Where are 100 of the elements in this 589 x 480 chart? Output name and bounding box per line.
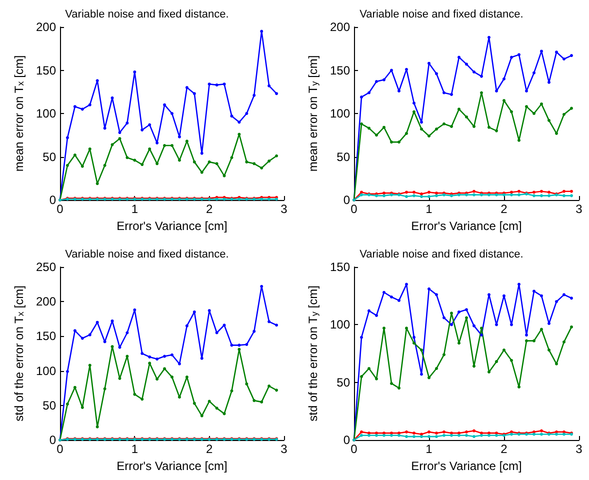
point	[458, 56, 460, 59]
point	[405, 132, 408, 135]
point	[398, 298, 400, 302]
point	[260, 400, 264, 404]
point	[412, 432, 416, 435]
y-tick-label: 0	[343, 193, 350, 207]
point	[390, 68, 393, 72]
point	[275, 388, 278, 392]
point	[200, 170, 204, 174]
point	[185, 376, 188, 379]
point	[73, 154, 76, 157]
point	[156, 358, 159, 361]
point	[245, 160, 248, 164]
point	[548, 80, 550, 84]
chart-title: Variable noise and fixed distance.	[360, 8, 524, 20]
point	[215, 83, 218, 86]
point	[252, 94, 256, 97]
point	[118, 376, 122, 380]
point	[458, 108, 460, 111]
point	[96, 79, 99, 82]
point	[230, 344, 234, 347]
point	[518, 190, 520, 193]
point	[480, 334, 483, 337]
point	[118, 137, 122, 140]
point	[540, 294, 543, 298]
x-tick-label: 2	[206, 202, 213, 216]
point	[465, 308, 468, 312]
point	[133, 70, 136, 74]
x-axis-title: Error's Variance [cm]	[116, 218, 228, 233]
point	[532, 290, 536, 293]
point	[428, 62, 430, 65]
point	[80, 164, 84, 168]
point	[488, 126, 490, 129]
line-series	[352, 91, 573, 202]
point	[178, 158, 181, 162]
y-tick-label: 150	[330, 260, 350, 274]
point	[230, 389, 234, 392]
point	[215, 162, 218, 166]
point	[518, 282, 520, 286]
point	[488, 36, 490, 39]
point	[428, 430, 430, 434]
point	[360, 375, 363, 378]
point	[532, 71, 536, 74]
x-tick-label: 2	[206, 442, 213, 456]
point	[450, 312, 453, 315]
point	[252, 399, 256, 402]
point	[502, 77, 506, 80]
point	[215, 406, 218, 410]
point	[510, 56, 513, 59]
point	[360, 336, 363, 339]
point	[260, 166, 264, 170]
point	[570, 190, 573, 193]
y-tick-label: 100	[36, 364, 56, 378]
line-series	[58, 132, 278, 202]
point	[103, 126, 106, 130]
point	[275, 92, 278, 96]
point	[88, 103, 92, 106]
point	[405, 190, 408, 194]
point	[555, 50, 558, 54]
point	[510, 358, 513, 362]
x-tick-label: 3	[576, 442, 583, 456]
point	[525, 339, 528, 342]
point	[360, 96, 363, 99]
point	[442, 316, 446, 320]
x-axis-title: Error's Variance [cm]	[116, 458, 228, 473]
point	[472, 193, 476, 196]
point	[570, 296, 573, 300]
y-tick-label: 0	[49, 433, 56, 447]
point	[540, 190, 543, 193]
point	[245, 343, 248, 346]
point	[268, 320, 271, 324]
x-axis-title: Error's Variance [cm]	[411, 218, 522, 233]
point	[208, 309, 211, 312]
point	[472, 364, 476, 368]
point	[245, 112, 248, 115]
point	[230, 156, 234, 160]
point	[495, 323, 498, 326]
point	[163, 367, 166, 370]
point	[435, 293, 438, 296]
point	[518, 138, 520, 142]
y-tick-label: 50	[42, 398, 56, 412]
point	[428, 287, 430, 290]
point	[133, 308, 136, 312]
point	[222, 412, 226, 416]
point	[126, 354, 129, 358]
y-tick-label: 200	[36, 20, 56, 34]
point	[222, 174, 226, 178]
point	[555, 300, 558, 304]
point	[185, 86, 188, 90]
point	[80, 406, 84, 409]
point	[428, 376, 430, 380]
point	[133, 158, 136, 162]
point	[548, 190, 550, 194]
x-tick-label: 1	[131, 442, 138, 456]
point	[532, 190, 536, 194]
point	[126, 331, 129, 334]
point	[555, 432, 558, 436]
point	[96, 182, 99, 186]
point	[398, 386, 400, 390]
point	[126, 156, 129, 160]
